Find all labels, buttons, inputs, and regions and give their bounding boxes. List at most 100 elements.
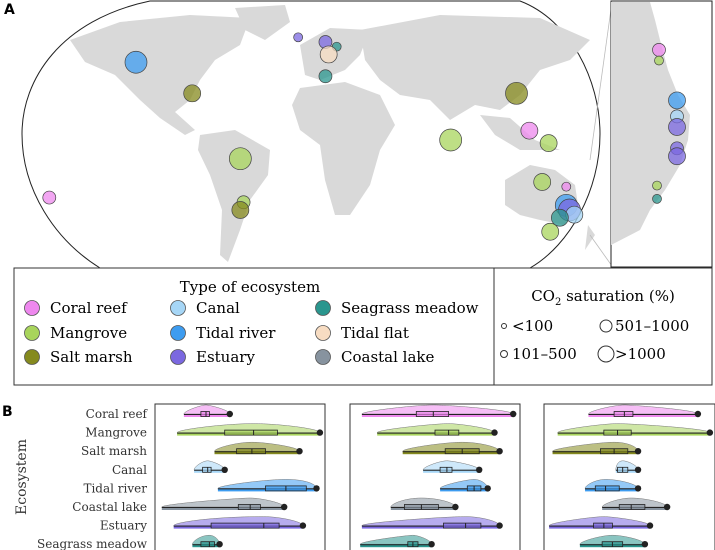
legend-frame (13, 267, 713, 386)
africa (292, 82, 395, 215)
size-label: 501–1000 (615, 317, 689, 335)
outlier-marker (646, 522, 654, 529)
outlier-marker (634, 485, 642, 492)
density-ridge (548, 516, 651, 526)
legend-swatch-salt-marsh (24, 349, 40, 365)
outlier-marker (634, 448, 642, 455)
outlier-marker (299, 522, 307, 529)
size-title-sub: 2 (555, 297, 561, 308)
box (443, 522, 482, 529)
category-label: Coastal lake (72, 500, 147, 514)
site-marker-mangrove (541, 222, 560, 241)
data-strip (588, 414, 698, 417)
outlier-marker (221, 466, 228, 473)
boxplot-panel-3 (543, 403, 715, 550)
y-axis-label: Ecosystem (14, 439, 30, 515)
legend-label-coral-reef: Coral reef (50, 299, 128, 317)
data-strip (552, 451, 639, 455)
data-strip (440, 488, 488, 492)
density-ridge (176, 423, 321, 433)
outlier-marker (476, 466, 483, 473)
box (237, 504, 261, 510)
outlier-marker (706, 429, 714, 436)
legend-swatch-coral-reef (24, 300, 40, 316)
data-strip (557, 432, 710, 436)
outlier-marker (694, 410, 702, 418)
inset-marker-mangrove (652, 180, 662, 191)
box (224, 429, 278, 436)
inset-marker-estuary (668, 147, 686, 166)
data-strip (361, 525, 500, 529)
boxplot-panel-1 (154, 403, 326, 550)
inset-points (652, 43, 686, 204)
category-label: Coral reef (86, 407, 149, 421)
asia (360, 15, 590, 120)
density-ridge (579, 534, 646, 545)
size-swatch (597, 345, 615, 363)
site-marker-coral-reef (42, 190, 57, 205)
data-strip (161, 507, 285, 510)
outlier-marker (452, 503, 459, 511)
outlier-marker (313, 485, 320, 492)
outlier-marker (226, 410, 233, 418)
site-marker-tidal-flat (319, 45, 338, 64)
category-label: Estuary (100, 519, 147, 533)
density-ridge (376, 423, 495, 433)
inset-coastline (611, 2, 690, 245)
legend-label-seagrass-meadow: Seagrass meadow (341, 299, 479, 317)
inset-marker-seagrass-meadow (652, 193, 662, 204)
legend-label-mangrove: Mangrove (50, 324, 127, 342)
density-ridge (361, 404, 514, 415)
box (593, 522, 613, 529)
outlier-marker (496, 522, 503, 529)
box (613, 411, 634, 417)
box (594, 485, 620, 492)
legend-swatch-mangrove (24, 325, 40, 341)
site-marker-mangrove (539, 134, 558, 152)
site-marker-salt-marsh (231, 201, 250, 219)
north-america (70, 15, 250, 135)
outlier-marker (491, 429, 498, 436)
size-legend-title: CO2 saturation (%) (531, 287, 675, 308)
legend-swatch-canal (170, 300, 186, 316)
boxplot-panels: Coral reef Mangrove Salt marsh Canal Tidal r… (37, 403, 715, 550)
box (415, 411, 449, 417)
legend-label-tidal-river: Tidal river (196, 324, 276, 342)
data-strip (360, 544, 432, 548)
inset-connector (589, 234, 613, 267)
outlier-marker (484, 485, 491, 492)
legend-swatch-estuary (170, 349, 186, 365)
density-ridge (601, 497, 668, 508)
inset-marker-coral-reef (652, 43, 666, 57)
size-swatch (599, 319, 613, 333)
outlier-marker (316, 429, 324, 436)
site-marker-estuary (293, 32, 304, 43)
density-ridge (422, 460, 480, 471)
outlier-marker (496, 448, 503, 455)
box (236, 448, 266, 455)
site-marker-seagrass-meadow (318, 69, 333, 84)
inset-marker-estuary (668, 118, 686, 136)
site-marker-mangrove (229, 147, 252, 171)
inset-marker-tidal-river (668, 91, 686, 110)
box (202, 466, 212, 473)
density-ridge (214, 441, 300, 452)
south-america (198, 130, 270, 262)
site-marker-mangrove (439, 128, 463, 152)
size-swatch (500, 350, 508, 358)
legend-label-tidal-flat: Tidal flat (341, 324, 409, 342)
greenland (235, 5, 290, 40)
panel-label-b: B (2, 404, 13, 420)
outlier-marker (216, 541, 223, 548)
size-title-suffix: saturation (%) (561, 287, 674, 305)
legend-label-canal: Canal (196, 299, 240, 317)
category-label: Mangrove (85, 426, 147, 440)
site-marker-coral-reef (520, 121, 539, 140)
site-marker-canal (565, 205, 584, 224)
world-map (21, 0, 613, 269)
box (200, 541, 215, 548)
category-label: Canal (112, 463, 147, 477)
legend-swatch-seagrass-meadow (315, 300, 331, 316)
category-label: Salt marsh (81, 444, 147, 458)
